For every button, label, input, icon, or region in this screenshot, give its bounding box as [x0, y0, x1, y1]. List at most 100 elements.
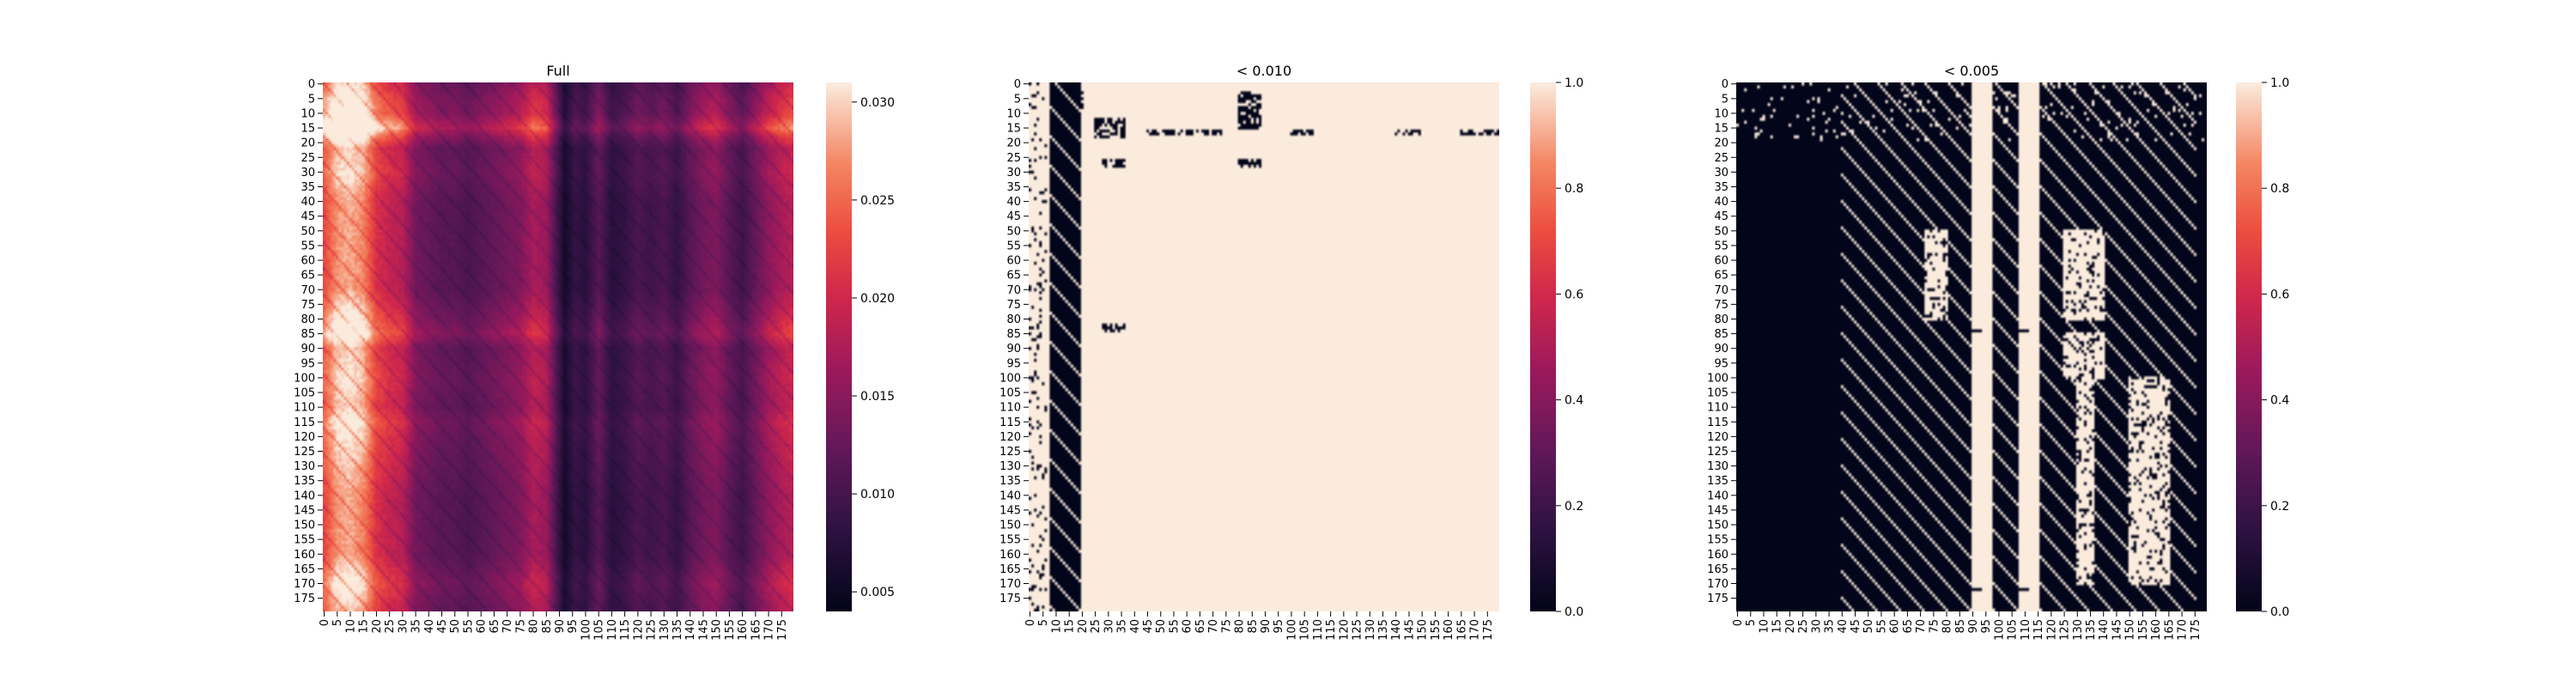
x-tick-label: 30 [1810, 619, 1823, 634]
y-tick-label: 110 [999, 402, 1021, 415]
y-tick-label: 80 [1006, 313, 1021, 326]
x-tick-label: 155 [724, 619, 737, 641]
y-tick-label: 10 [1714, 107, 1728, 120]
x-tick-label: 35 [410, 619, 423, 634]
colorbar-tick-label: 0.2 [1564, 500, 1583, 514]
colorbar-tick-label: 0.020 [860, 292, 895, 306]
y-tick-label: 60 [1714, 255, 1728, 268]
x-tick-label: 95 [1273, 619, 1285, 634]
x-tick-label: 10 [1050, 619, 1063, 634]
colorbar-ticks: 0.0 0.2 0.4 0.6 0.8 1.0 [2262, 76, 2289, 619]
x-tick-label: 165 [2163, 619, 2176, 641]
y-tick-label: 15 [1714, 123, 1728, 136]
x-tick-label: 105 [2007, 619, 2020, 641]
y-tick-label: 170 [294, 578, 315, 591]
colorbar-tick-label: 0.010 [860, 488, 895, 502]
colorbar [1530, 82, 1556, 611]
x-tick-label: 55 [1168, 619, 1181, 634]
y-tick-label: 115 [999, 416, 1021, 429]
x-tick-label: 120 [632, 619, 645, 641]
y-tick-label: 20 [301, 137, 315, 150]
y-tick-label: 105 [999, 387, 1021, 400]
x-tick-label: 135 [671, 619, 684, 641]
x-tick-label: 125 [646, 619, 659, 641]
x-tick-label: 135 [2085, 619, 2098, 641]
x-tick-label: 5 [331, 619, 344, 626]
y-tick-label: 125 [294, 446, 315, 459]
y-tick-label: 30 [1006, 167, 1021, 179]
x-tick-label: 65 [489, 619, 501, 634]
x-tick-label: 95 [567, 619, 580, 634]
y-tick-label: 70 [1006, 284, 1021, 297]
y-tick-label: 115 [294, 416, 315, 429]
x-tick-label: 150 [2124, 619, 2137, 641]
x-tick-label: 50 [1862, 619, 1875, 634]
y-tick-label: 100 [1707, 372, 1728, 385]
y-tick-label: 35 [1714, 181, 1728, 194]
y-ticks: 0510152025303540455055606570758085909510… [294, 78, 323, 605]
y-tick-label: 35 [1006, 181, 1021, 194]
y-tick-label: 140 [294, 489, 315, 502]
x-tick-label: 95 [1980, 619, 1993, 634]
x-tick-label: 25 [1090, 619, 1103, 634]
x-tick-label: 130 [1364, 619, 1377, 641]
y-tick-label: 130 [294, 460, 315, 473]
x-tick-label: 60 [1182, 619, 1194, 634]
panel-title: < 0.005 [1944, 63, 1999, 79]
y-tick-label: 175 [294, 593, 315, 605]
y-tick-label: 120 [999, 431, 1021, 444]
x-tick-label: 115 [619, 619, 632, 641]
y-tick-label: 105 [294, 387, 315, 400]
y-tick-label: 15 [301, 123, 315, 136]
y-tick-label: 160 [999, 549, 1021, 562]
x-tick-label: 75 [1220, 619, 1233, 634]
x-tick-label: 10 [1758, 619, 1771, 634]
x-tick-label: 20 [371, 619, 384, 634]
x-tick-label: 15 [1771, 619, 1784, 634]
y-tick-label: 110 [294, 402, 315, 415]
x-tick-label: 65 [1902, 619, 1915, 634]
y-tick-label: 95 [1006, 357, 1021, 370]
x-tick-label: 40 [423, 619, 436, 634]
y-tick-label: 165 [999, 563, 1021, 576]
x-tick-label: 20 [1784, 619, 1797, 634]
y-tick-label: 155 [294, 534, 315, 547]
x-tick-label: 115 [2032, 619, 2045, 641]
y-tick-label: 75 [301, 299, 315, 312]
y-tick-label: 75 [1006, 299, 1021, 312]
heatmap-image [1736, 82, 2207, 611]
y-tick-label: 45 [1006, 210, 1021, 223]
y-ticks: 0510152025303540455055606570758085909510… [1707, 78, 1736, 605]
y-tick-label: 70 [301, 284, 315, 297]
y-tick-label: 150 [999, 520, 1021, 532]
x-tick-label: 120 [1338, 619, 1351, 641]
y-tick-label: 170 [1707, 578, 1728, 591]
x-tick-label: 145 [2111, 619, 2123, 641]
colorbar-ticks: 0.0 0.2 0.4 0.6 0.8 1.0 [1556, 76, 1583, 619]
x-tick-label: 160 [2150, 619, 2163, 641]
colorbar-tick-label: 0.2 [2270, 500, 2289, 514]
y-tick-label: 95 [1714, 357, 1728, 370]
y-tick-label: 50 [1714, 225, 1728, 238]
y-tick-label: 10 [1006, 107, 1021, 120]
x-tick-label: 120 [2045, 619, 2058, 641]
y-tick-label: 50 [1006, 225, 1021, 238]
x-tick-label: 100 [1285, 619, 1298, 641]
y-tick-label: 80 [301, 313, 315, 326]
x-tick-label: 45 [1850, 619, 1862, 634]
colorbar-tick-label: 0.025 [860, 194, 895, 208]
y-tick-label: 120 [294, 431, 315, 444]
x-ticks: 0 5 10 15 20 25 30 35 40 45 50 55 60 65 70 75 80 85 90 95 10… [1732, 611, 2202, 641]
y-ticks: 0510152025303540455055606570758085909510… [999, 78, 1029, 605]
heatmap-image [323, 82, 793, 611]
x-tick-label: 20 [1077, 619, 1090, 634]
y-tick-label: 90 [1714, 343, 1728, 356]
y-tick-label: 145 [294, 504, 315, 517]
colorbar-tick-label: 0.015 [860, 390, 895, 404]
y-tick-label: 55 [1714, 240, 1728, 252]
x-tick-label: 75 [514, 619, 527, 634]
y-tick-label: 110 [1707, 402, 1728, 415]
x-tick-label: 50 [449, 619, 462, 634]
y-tick-label: 65 [1714, 270, 1728, 283]
x-tick-label: 150 [711, 619, 724, 641]
